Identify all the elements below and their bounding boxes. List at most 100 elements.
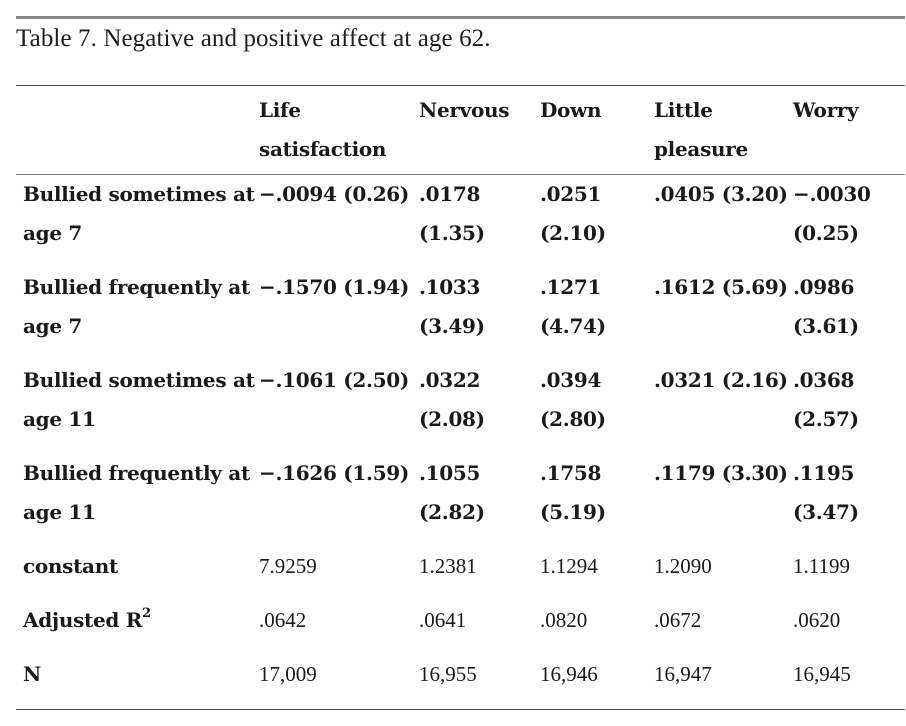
table-cell: −.0094 (0.26) — [259, 175, 419, 269]
cell-line: (2.57) — [793, 407, 859, 431]
table-cell: 16,945 — [793, 662, 851, 686]
table-cell: .0672 — [654, 608, 702, 632]
column-header-line: Little — [654, 98, 713, 122]
table-cell: 16,947 — [654, 662, 712, 686]
row-label: Adjusted R2 — [16, 601, 259, 655]
table-row: Bullied frequently at age 11 −.1626 (1.5… — [16, 454, 905, 547]
cell-line: −.1626 (1.59) — [259, 461, 410, 485]
table-cell: 1.1199 — [793, 554, 850, 578]
cell-line: .0405 (3.20) — [654, 182, 788, 206]
cell-line: .1033 — [419, 275, 481, 299]
table-row-constant: constant 7.9259 1.2381 1.1294 1.2090 1.1… — [16, 547, 905, 601]
cell-line: .0368 — [793, 368, 855, 392]
table-cell: .1612 (5.69) — [654, 268, 793, 361]
cell-line: (1.35) — [419, 221, 485, 245]
cell-line: .0178 — [419, 182, 481, 206]
table-cell: .0368 (2.57) — [793, 361, 905, 454]
cell-line: (2.80) — [540, 407, 606, 431]
row-label: constant — [23, 554, 118, 578]
table-cell: 16,946 — [540, 662, 598, 686]
table-cell: .0321 (2.16) — [654, 361, 793, 454]
table-cell: −.0030 (0.25) — [793, 175, 905, 269]
column-header-empty — [16, 86, 259, 175]
column-header-line: pleasure — [654, 137, 748, 161]
table-cell: .1271 (4.74) — [540, 268, 654, 361]
top-rule — [16, 16, 905, 19]
table-caption: Table 7. Negative and positive affect at… — [16, 25, 491, 52]
table-cell: .0394 (2.80) — [540, 361, 654, 454]
row-label-line: age 11 — [23, 407, 96, 431]
cell-line: .1055 — [419, 461, 481, 485]
table-cell: .0251 (2.10) — [540, 175, 654, 269]
cell-line: (3.49) — [419, 314, 485, 338]
cell-line: (5.19) — [540, 500, 606, 524]
table-row: Bullied sometimes at age 7 −.0094 (0.26)… — [16, 175, 905, 269]
row-label: Bullied sometimes at age 7 — [16, 175, 259, 269]
table-cell: .0620 — [793, 608, 841, 632]
row-label-text: Adjusted R — [23, 608, 143, 632]
table-cell: .0820 — [540, 608, 588, 632]
cell-line: −.0094 (0.26) — [259, 182, 410, 206]
cell-line: (2.08) — [419, 407, 485, 431]
table-cell: .0405 (3.20) — [654, 175, 793, 269]
table-cell: −.1061 (2.50) — [259, 361, 419, 454]
table-cell: .0322 (2.08) — [419, 361, 540, 454]
table-cell: .0641 — [419, 608, 467, 632]
table-cell: .1195 (3.47) — [793, 454, 905, 547]
cell-line: .0321 (2.16) — [654, 368, 788, 392]
row-label: Bullied frequently at age 7 — [16, 268, 259, 361]
cell-line: (3.47) — [793, 500, 859, 524]
table-cell: 1.2381 — [419, 554, 477, 578]
column-header-line: satisfaction — [259, 137, 387, 161]
row-label-line: age 7 — [23, 314, 83, 338]
table-cell: .1179 (3.30) — [654, 454, 793, 547]
column-header-line: Nervous — [419, 98, 510, 122]
table-cell: 16,955 — [419, 662, 477, 686]
row-label: N — [23, 662, 41, 686]
table-row-n: N 17,009 16,955 16,946 16,947 16,945 — [16, 655, 905, 710]
cell-line: .0394 — [540, 368, 602, 392]
cell-line: .1612 (5.69) — [654, 275, 788, 299]
table-cell: .1055 (2.82) — [419, 454, 540, 547]
cell-line: −.0030 — [793, 182, 871, 206]
header-row: Life satisfaction Nervous Down Little pl… — [16, 85, 905, 175]
superscript: 2 — [142, 606, 151, 622]
column-header-worry: Worry — [793, 86, 905, 175]
table-cell: .1758 (5.19) — [540, 454, 654, 547]
cell-line: (3.61) — [793, 314, 859, 338]
table-container: Life satisfaction Nervous Down Little pl… — [16, 85, 905, 710]
row-label-line: age 7 — [23, 221, 83, 245]
column-header-down: Down — [540, 86, 654, 175]
table-cell: −.1626 (1.59) — [259, 454, 419, 547]
cell-line: (4.74) — [540, 314, 606, 338]
cell-line: .1758 — [540, 461, 602, 485]
table-cell: .0642 — [259, 608, 307, 632]
cell-line: .0251 — [540, 182, 602, 206]
cell-line: (2.10) — [540, 221, 606, 245]
row-label-line: age 11 — [23, 500, 96, 524]
table-row: Bullied frequently at age 7 −.1570 (1.94… — [16, 268, 905, 361]
cell-line: −.1061 (2.50) — [259, 368, 410, 392]
cell-line: .0322 — [419, 368, 481, 392]
row-label-line: Bullied frequently at — [23, 275, 250, 299]
cell-line: (0.25) — [793, 221, 859, 245]
table-cell: 7.9259 — [259, 554, 317, 578]
table-cell: .0178 (1.35) — [419, 175, 540, 269]
row-label-line: Bullied sometimes at — [23, 182, 255, 206]
cell-line: .0986 — [793, 275, 855, 299]
column-header-life-satisfaction: Life satisfaction — [259, 86, 419, 175]
row-label-line: Bullied sometimes at — [23, 368, 255, 392]
cell-line: (2.82) — [419, 500, 485, 524]
cell-line: −.1570 (1.94) — [259, 275, 410, 299]
cell-line: .1195 — [793, 461, 855, 485]
column-header-nervous: Nervous — [419, 86, 540, 175]
column-header-line: Down — [540, 98, 602, 122]
table-cell: 1.2090 — [654, 554, 712, 578]
table-row: Bullied sometimes at age 11 −.1061 (2.50… — [16, 361, 905, 454]
table-row-adjusted-r2: Adjusted R2 .0642 .0641 .0820 .0672 .062… — [16, 601, 905, 655]
row-label: Bullied sometimes at age 11 — [16, 361, 259, 454]
table-cell: 17,009 — [259, 662, 317, 686]
results-table: Life satisfaction Nervous Down Little pl… — [16, 85, 905, 710]
column-header-line: Worry — [793, 98, 859, 122]
cell-line: .1179 (3.30) — [654, 461, 788, 485]
